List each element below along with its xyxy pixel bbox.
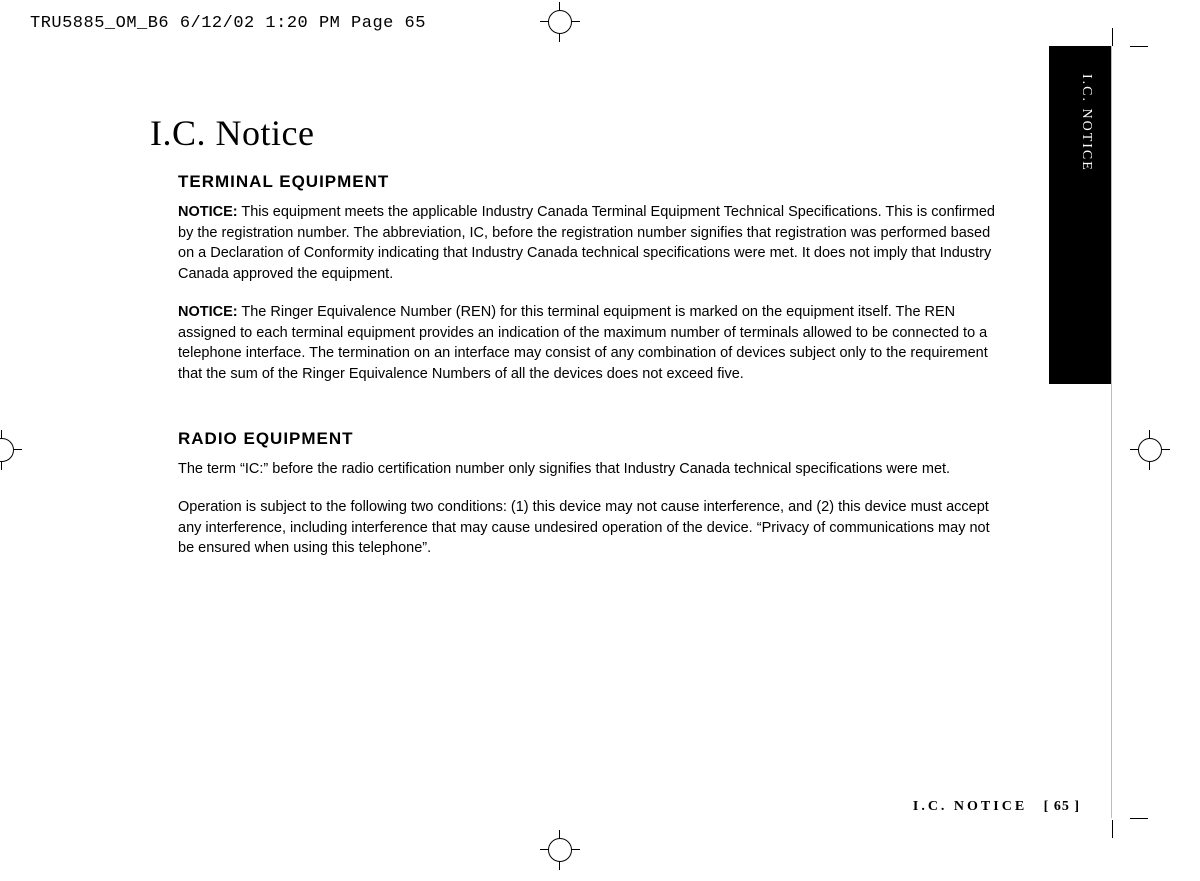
section-radio-equipment: RADIO EQUIPMENT The term “IC:” before th… [178,429,1020,559]
crop-tick-icon [1130,46,1148,47]
page-title: I.C. Notice [150,112,1020,154]
body-paragraph: NOTICE: The Ringer Equivalence Number (R… [178,302,1008,384]
registration-mark-icon [1130,430,1170,470]
page-edge-line [1111,46,1112,818]
notice-lead: NOTICE: [178,304,238,320]
body-text: This equipment meets the applicable Indu… [178,204,995,282]
registration-mark-icon [540,2,580,42]
body-text: The Ringer Equivalence Number (REN) for … [178,304,988,382]
body-paragraph: Operation is subject to the following tw… [178,497,1008,559]
registration-mark-icon [540,830,580,870]
body-text: The term “IC:” before the radio certific… [178,461,950,477]
registration-mark-icon [0,430,22,470]
page-content: I.C. Notice TERMINAL EQUIPMENT NOTICE: T… [150,112,1020,603]
notice-lead: NOTICE: [178,204,238,220]
section-heading: RADIO EQUIPMENT [178,429,1020,449]
footer-page-number: [ 65 ] [1044,799,1080,814]
body-text: Operation is subject to the following tw… [178,499,990,556]
thumb-tab-label: I.C. NOTICE [1078,74,1094,172]
page-footer: I.C. NOTICE [ 65 ] [913,799,1080,815]
section-heading: TERMINAL EQUIPMENT [178,172,1020,192]
crop-tick-icon [1130,818,1148,819]
crop-tick-icon [1112,820,1113,838]
footer-label: I.C. NOTICE [913,799,1027,814]
crop-tick-icon [1112,28,1113,46]
section-terminal-equipment: TERMINAL EQUIPMENT NOTICE: This equipmen… [178,172,1020,385]
body-paragraph: The term “IC:” before the radio certific… [178,459,1008,480]
printer-slug: TRU5885_OM_B6 6/12/02 1:20 PM Page 65 [30,14,426,33]
body-paragraph: NOTICE: This equipment meets the applica… [178,202,1008,284]
